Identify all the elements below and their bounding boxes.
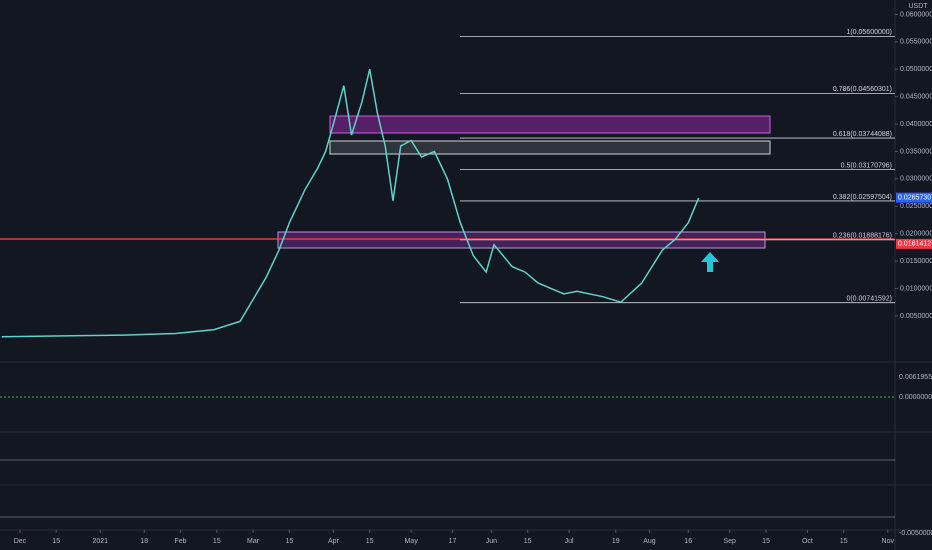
fib-label: 0.382(0.02597504) <box>833 194 892 201</box>
arrow-icon <box>701 252 719 272</box>
x-tick-label: 17 <box>449 538 457 545</box>
x-tick-label: Sep <box>723 538 736 545</box>
x-tick-label: Mar <box>247 538 260 545</box>
unit-label: USDT <box>908 3 928 10</box>
x-tick-label: 15 <box>52 538 60 545</box>
x-tick-label: 15 <box>366 538 374 545</box>
price-tag-label: 0.01814127 <box>898 241 932 248</box>
x-tick-label: 15 <box>213 538 221 545</box>
fib-label: 0.236(0.01888176) <box>833 233 892 240</box>
indicator-axis-label: 0.00000000 <box>899 394 932 401</box>
x-tick-label: Oct <box>802 538 813 545</box>
x-tick-label: May <box>404 538 418 545</box>
range-box <box>329 140 771 155</box>
price-tag <box>896 192 932 203</box>
x-tick-label: Apr <box>328 538 340 545</box>
x-tick-label: 15 <box>762 538 770 545</box>
x-tick-label: 16 <box>684 538 692 545</box>
fib-label: 1(0.05600000) <box>846 29 892 36</box>
x-tick-label: Jul <box>565 538 574 545</box>
fib-label: 0(0.00741592) <box>846 296 892 303</box>
price-tag-label: 0.02657307 <box>898 195 932 202</box>
x-tick-label: 2021 <box>92 538 108 545</box>
x-tick-label: Feb <box>175 538 187 545</box>
y-tick-label: 0.06000000 <box>900 11 932 18</box>
x-tick-label: Nov <box>882 538 895 545</box>
x-tick-label: Jun <box>486 538 497 545</box>
x-tick-label: 15 <box>524 538 532 545</box>
x-tick-label: Aug <box>643 538 656 545</box>
price-tag <box>896 238 932 249</box>
x-tick-label: Dec <box>14 538 27 545</box>
fib-label: 0.618(0.03744088) <box>833 131 892 138</box>
x-tick-label: 15 <box>840 538 848 545</box>
x-tick-label: 18 <box>140 538 148 545</box>
fib-label: 0.5(0.03170796) <box>841 162 892 169</box>
x-tick-label: 15 <box>285 538 293 545</box>
indicator-axis-label: 0.00619552 <box>899 374 932 381</box>
price-line <box>1 69 700 338</box>
x-tick-label: 19 <box>612 538 620 545</box>
supply-zone <box>329 115 771 134</box>
fib-label: 0.786(0.04560301) <box>833 86 892 93</box>
